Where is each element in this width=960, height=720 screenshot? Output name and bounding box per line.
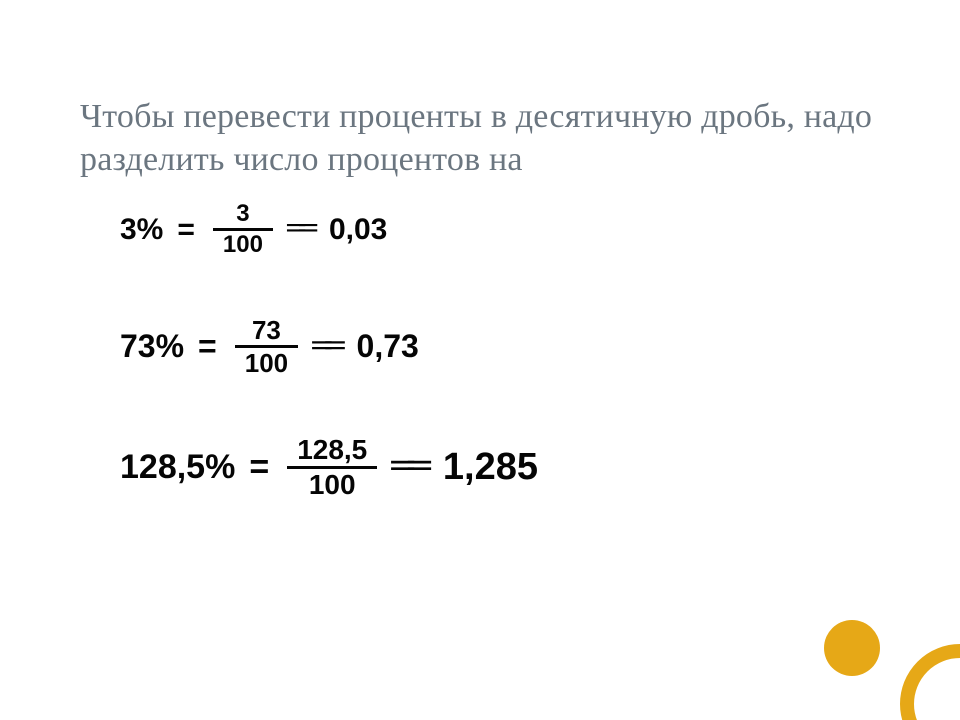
equation-lhs: 3% (120, 213, 163, 247)
equals-sign-icon: ══ (287, 213, 311, 247)
decorative-circle-icon (824, 620, 880, 676)
equation-result: 0,03 (329, 213, 387, 247)
equation-lhs: 73% (120, 328, 184, 365)
fraction: 3100 (213, 200, 273, 259)
fraction: 128,5100 (287, 434, 377, 501)
equation-result: 1,285 (443, 446, 538, 489)
fraction-denominator: 100 (299, 469, 366, 501)
equals-sign-icon: = (177, 213, 195, 247)
slide-heading: Чтобы перевести проценты в десятичную др… (80, 96, 880, 181)
equals-sign-icon: ══ (312, 328, 338, 365)
equals-sign-icon: = (198, 328, 217, 365)
fraction-denominator: 100 (213, 231, 273, 259)
equation-result: 0,73 (357, 328, 419, 365)
decorative-arc-icon (900, 644, 960, 720)
equations-block: 3%=3100══0,0373%=73100══0,73128,5%=128,5… (120, 200, 820, 557)
equals-sign-icon: ══ (391, 446, 425, 489)
fraction-numerator: 128,5 (287, 434, 377, 466)
equation-row: 128,5% = 128,5100 ══ 1,285 (120, 434, 820, 501)
fraction-numerator: 73 (242, 315, 291, 345)
equals-sign-icon: = (249, 448, 269, 487)
fraction: 73100 (235, 315, 298, 378)
equation-lhs: 128,5% (120, 448, 235, 487)
slide-root: Чтобы перевести проценты в десятичную др… (0, 0, 960, 720)
fraction-denominator: 100 (235, 348, 298, 378)
equation-row: 3%=3100══0,03 (120, 200, 820, 259)
equation-row: 73% = 73100 ══ 0,73 (120, 315, 820, 378)
fraction-numerator: 3 (226, 200, 259, 228)
